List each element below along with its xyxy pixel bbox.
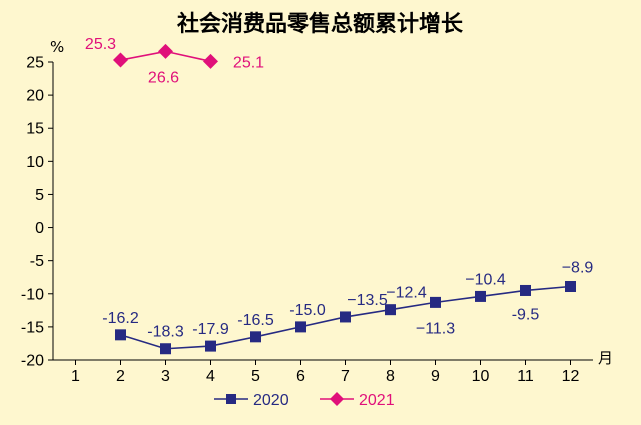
x-tick-label: 10 xyxy=(472,368,490,385)
data-label-2020: −11.3 xyxy=(416,320,455,337)
data-point-2021 xyxy=(203,53,218,69)
data-label-2021: 26.6 xyxy=(148,69,179,86)
y-tick-label: 15 xyxy=(26,121,44,138)
data-label-2021: 25.3 xyxy=(85,36,116,53)
x-tick-label: 4 xyxy=(206,368,215,385)
y-tick-label: 10 xyxy=(26,154,44,171)
y-tick-label: -15 xyxy=(21,319,44,336)
data-label-2020: −12.4 xyxy=(386,285,427,302)
y-tick-label: 20 xyxy=(26,88,44,105)
y-tick-label: -5 xyxy=(30,253,44,270)
x-tick-label: 9 xyxy=(431,368,440,385)
data-label-2020: −10.4 xyxy=(465,271,506,288)
data-point-2020 xyxy=(115,329,126,341)
data-label-2020: -9.5 xyxy=(512,306,540,323)
data-point-2020 xyxy=(205,340,216,352)
data-point-2020 xyxy=(340,311,351,323)
data-label-2020: -16.2 xyxy=(102,310,139,327)
data-point-2020 xyxy=(385,304,396,316)
y-tick-label: 0 xyxy=(35,220,44,237)
y-tick-label: -20 xyxy=(21,353,44,370)
x-axis-ticks: 1 2 3 4 5 6 7 8 9 10 11 12 xyxy=(71,360,580,385)
legend-label-2020: 2020 xyxy=(253,392,289,409)
x-tick-label: 2 xyxy=(116,368,125,385)
x-tick-label: 11 xyxy=(517,368,534,385)
y-tick-label: -10 xyxy=(21,286,44,303)
data-label-2020: -16.5 xyxy=(237,312,274,329)
x-tick-label: 3 xyxy=(161,368,170,385)
x-tick-label: 12 xyxy=(562,368,580,385)
legend: 2020 2021 xyxy=(214,392,395,409)
data-label-2020: -17.9 xyxy=(192,321,229,338)
data-label-2020: −8.9 xyxy=(562,259,594,276)
data-label-2020: -15.0 xyxy=(289,302,326,319)
data-point-2020 xyxy=(520,284,531,296)
x-tick-label: 5 xyxy=(251,368,260,385)
x-tick-label: 6 xyxy=(296,368,305,385)
y-tick-label: 25 xyxy=(26,55,44,72)
data-point-2020 xyxy=(475,290,486,302)
data-label-2020: -18.3 xyxy=(147,324,184,341)
chart-title: 社会消费品零售总额累计增长 xyxy=(177,11,464,37)
x-tick-label: 7 xyxy=(341,368,350,385)
data-point-2021 xyxy=(113,52,128,68)
y-axis-unit: % xyxy=(50,38,64,56)
data-point-2020 xyxy=(160,343,171,355)
data-point-2021 xyxy=(158,43,173,59)
legend-label-2021: 2021 xyxy=(359,392,395,409)
x-tick-label: 1 xyxy=(71,368,80,385)
data-point-2020 xyxy=(430,296,441,308)
legend-marker-2021 xyxy=(330,392,344,406)
data-label-2020: −13.5 xyxy=(347,292,388,309)
series-layer: -16.2 -18.3 -17.9 -16.5 -15.0 −13.5−12.4 −11.3… xyxy=(85,36,594,355)
legend-marker-2020 xyxy=(226,394,236,404)
y-axis-ticks: 25 20 15 10 5 0 -5 -10 -15 -20 xyxy=(21,55,53,370)
data-label-2021: 25.1 xyxy=(233,54,264,71)
x-tick-label: 8 xyxy=(386,368,395,385)
data-point-2020 xyxy=(565,280,576,292)
data-point-2020 xyxy=(295,321,306,333)
data-point-2020 xyxy=(250,331,261,343)
x-axis-unit: 月 xyxy=(598,349,613,367)
y-tick-label: 5 xyxy=(35,187,44,204)
